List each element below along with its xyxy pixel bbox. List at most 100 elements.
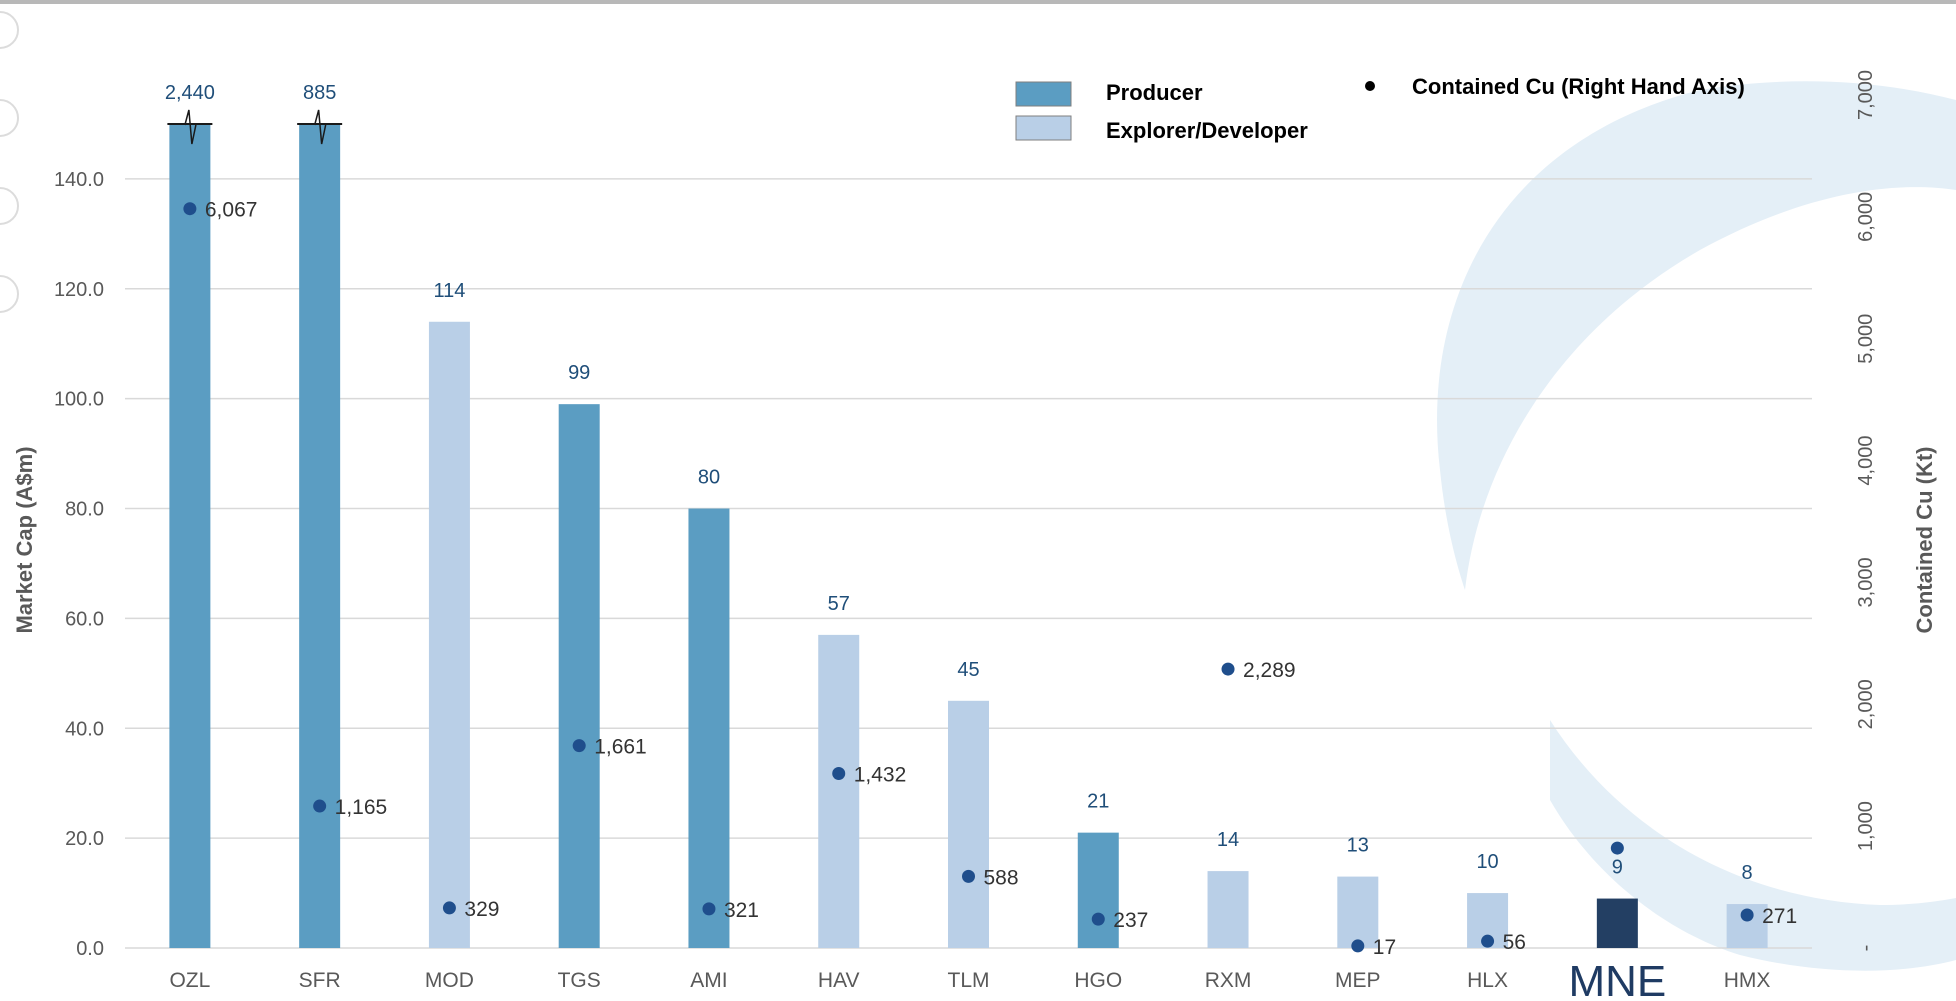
watermark-crescent-lower (1550, 720, 1956, 971)
cu-point-sfr (313, 799, 327, 813)
bar-hgo (1077, 832, 1119, 948)
cu-point-label: 321 (724, 899, 759, 922)
y-tick-label: 140.0 (54, 169, 104, 191)
axis-break-zigzag (313, 109, 327, 145)
edge-ring-3 (0, 275, 19, 313)
category-label-hmx: HMX (1724, 969, 1771, 992)
bar-mne (1596, 898, 1638, 948)
bar-value-label: 45 (957, 659, 979, 681)
category-label-hav: HAV (818, 969, 860, 992)
bar-value-label: 21 (1087, 791, 1109, 813)
cu-point-hav (832, 767, 846, 781)
left-edge-decoration (0, 11, 19, 313)
y2-tick-label: 5,000 (1855, 314, 1877, 364)
y-tick-label: 20.0 (65, 828, 104, 850)
category-label-tlm: TLM (948, 969, 990, 992)
bar-mep (1337, 876, 1379, 948)
bar-ozl (169, 124, 211, 948)
y2-tick-label: - (1855, 945, 1877, 952)
bar-value-label: 99 (568, 362, 590, 384)
cu-point-label: 56 (1503, 931, 1526, 954)
legend-swatch-explorer (1015, 115, 1072, 141)
cu-point-label: 1,165 (335, 796, 388, 819)
legend-marker-cu (1365, 81, 1375, 91)
watermark-logo (1437, 81, 1956, 971)
category-label-hgo: HGO (1074, 969, 1122, 992)
cu-point-rxm (1221, 662, 1235, 676)
bar-value-label: 9 (1612, 857, 1623, 879)
legend: Producer Explorer/Developer Contained Cu… (1015, 74, 1745, 143)
category-label-sfr: SFR (299, 969, 341, 992)
bar-value-labels: 2,440 885 114 99 80 57 45 21 14 13 10 9 8 (165, 82, 1753, 884)
cu-point-label: 17 (1373, 936, 1396, 959)
legend-swatch-producer (1015, 81, 1072, 107)
bar-sfr (299, 124, 341, 948)
bar-value-label: 57 (828, 593, 850, 615)
y2-tick-label: 3,000 (1855, 557, 1877, 607)
bar-value-label: 14 (1217, 829, 1239, 851)
bar-value-label: 13 (1347, 835, 1369, 857)
bar-value-label: 2,440 (165, 82, 215, 104)
bar-tgs (558, 404, 600, 948)
y2-tick-label: 6,000 (1855, 192, 1877, 242)
gridlines (125, 178, 1812, 949)
cu-points (183, 202, 1754, 953)
y2-tick-label: 2,000 (1855, 679, 1877, 729)
y-tick-label: 60.0 (65, 608, 104, 630)
y2-tick-label: 7,000 (1855, 70, 1877, 120)
axis-break-zigzag (184, 109, 197, 145)
y2-tick-label: 1,000 (1855, 801, 1877, 851)
category-label-ami: AMI (690, 969, 727, 992)
cu-point-label: 271 (1762, 905, 1797, 928)
bar-rxm (1207, 871, 1249, 948)
bar-ami (688, 508, 730, 948)
y-axis-title: Market Cap (A$m) (12, 446, 37, 633)
cu-point-mod (442, 901, 456, 915)
cu-point-label: 329 (464, 898, 499, 921)
cu-point-hgo (1091, 912, 1105, 926)
cu-point-label: 1,432 (854, 764, 907, 787)
y-tick-label: 40.0 (65, 718, 104, 740)
cu-point-ami (702, 902, 716, 916)
cu-point-label: 2,289 (1243, 659, 1296, 682)
cu-point-tlm (962, 869, 975, 883)
cu-point-label: 1,661 (594, 736, 647, 759)
cu-point-label: 6,067 (205, 199, 258, 222)
category-labels: OZL SFR MOD TGS AMI HAV TLM HGO RXM MEP HLX MNE HMX (169, 957, 1770, 1001)
bar-tlm (948, 700, 989, 948)
cu-point-hmx (1740, 908, 1754, 922)
cu-point-labels: 6,067 1,165 329 1,661 321 1,432 588 237 2,289 17 5… (205, 199, 1797, 959)
cu-point-mne (1610, 841, 1624, 855)
category-label-rxm: RXM (1205, 969, 1252, 992)
bar-value-label: 8 (1742, 862, 1753, 884)
bars (167, 109, 1768, 948)
y2-tick-label: 4,000 (1855, 436, 1877, 486)
category-label-hlx: HLX (1467, 969, 1508, 992)
category-label-mep: MEP (1335, 969, 1381, 992)
bar-value-label: 10 (1476, 851, 1498, 873)
y2-axis-title: Contained Cu (Kt) (1912, 447, 1937, 634)
bar-hav (818, 634, 860, 948)
watermark-crescent-upper (1437, 81, 1956, 591)
top-border (0, 0, 1956, 4)
category-label-ozl: OZL (169, 969, 210, 992)
y-axis-ticks: 0.0 20.0 40.0 60.0 80.0 100.0 120.0 140.0 (54, 169, 104, 960)
y-tick-label: 80.0 (65, 499, 104, 521)
cu-point-tgs (572, 739, 586, 753)
y-tick-label: 100.0 (54, 389, 104, 411)
cu-point-hlx (1481, 934, 1495, 948)
cu-point-label: 588 (984, 866, 1019, 889)
category-label-mod: MOD (425, 969, 474, 992)
edge-ring-0 (0, 11, 19, 49)
y2-axis-ticks: - 1,000 2,000 3,000 4,000 5,000 6,000 7,000 (1855, 70, 1877, 951)
category-label-tgs: TGS (558, 969, 601, 992)
cu-point-mep (1351, 939, 1365, 953)
cu-point-ozl (183, 202, 197, 216)
legend-label-explorer: Explorer/Developer (1106, 118, 1308, 143)
bar-value-label: 80 (698, 467, 720, 489)
category-label-mne: MNE (1568, 957, 1666, 1001)
bar-mod (428, 321, 470, 948)
edge-ring-2 (0, 187, 19, 225)
bar-value-label: 885 (303, 82, 336, 104)
